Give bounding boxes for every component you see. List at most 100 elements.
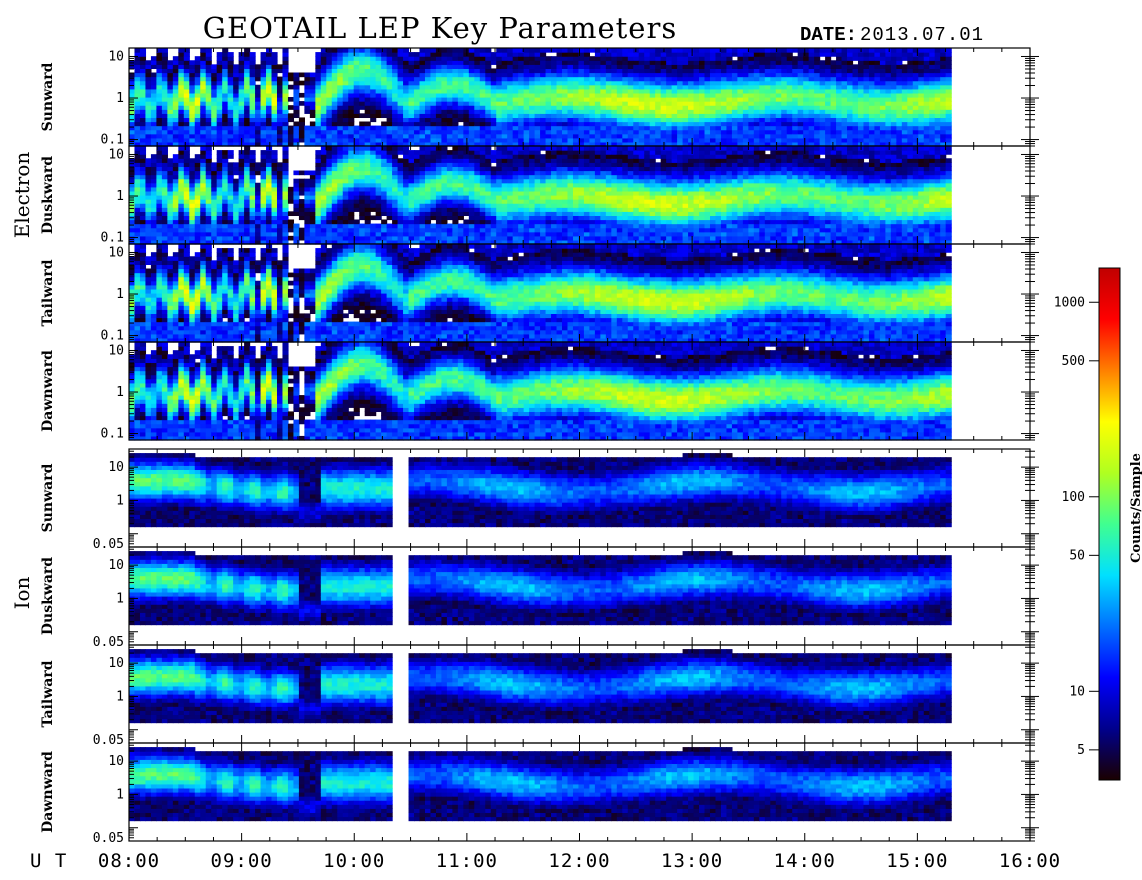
heatmap-cell bbox=[397, 199, 404, 204]
heatmap-cell bbox=[446, 174, 453, 180]
heatmap-cell bbox=[370, 178, 377, 184]
heatmap-cell bbox=[715, 105, 722, 110]
heatmap-cell bbox=[156, 137, 163, 143]
heatmap-cell bbox=[249, 154, 256, 159]
heatmap-cell bbox=[945, 92, 952, 98]
heatmap-cell bbox=[589, 101, 596, 106]
heatmap-cell bbox=[194, 129, 201, 135]
heatmap-cell bbox=[638, 117, 645, 123]
heatmap-cell bbox=[666, 92, 673, 98]
heatmap-cell bbox=[183, 72, 190, 78]
heatmap-cell bbox=[633, 92, 640, 98]
heatmap-cell bbox=[200, 182, 207, 188]
heatmap-cell bbox=[222, 207, 229, 212]
heatmap-cell bbox=[293, 109, 300, 114]
heatmap-cell bbox=[337, 68, 344, 74]
heatmap-cell bbox=[161, 84, 168, 90]
heatmap-cell bbox=[326, 195, 333, 200]
heatmap-cell bbox=[715, 101, 722, 106]
heatmap-cell bbox=[139, 154, 147, 159]
heatmap-cell bbox=[139, 235, 147, 241]
heatmap-cell bbox=[770, 64, 777, 70]
heatmap-cell bbox=[211, 84, 218, 90]
heatmap-cell bbox=[183, 162, 190, 168]
heatmap-cell bbox=[183, 195, 190, 200]
heatmap-cell bbox=[249, 182, 256, 188]
heatmap-cell bbox=[868, 137, 876, 143]
heatmap-cell bbox=[227, 80, 234, 86]
heatmap-cell bbox=[731, 105, 738, 110]
heatmap-cell bbox=[397, 80, 404, 86]
heatmap-cell bbox=[381, 97, 388, 102]
heatmap-cell bbox=[156, 154, 163, 159]
heatmap-cell bbox=[331, 223, 338, 229]
heatmap-cell bbox=[419, 52, 426, 57]
heatmap-cell bbox=[386, 72, 393, 78]
heatmap-cell bbox=[392, 125, 399, 131]
heatmap-cell bbox=[227, 227, 234, 233]
heatmap-cell bbox=[386, 146, 393, 151]
heatmap-cell bbox=[364, 199, 371, 204]
heatmap-cell bbox=[781, 141, 788, 147]
heatmap-cell bbox=[167, 170, 174, 176]
heatmap-cell bbox=[178, 239, 185, 245]
heatmap-cell bbox=[276, 137, 284, 143]
heatmap-cell bbox=[534, 105, 541, 110]
heatmap-cell bbox=[600, 80, 607, 86]
heatmap-cell bbox=[298, 121, 305, 127]
heatmap-cell bbox=[134, 219, 141, 225]
heatmap-cell bbox=[885, 56, 892, 61]
heatmap-cell bbox=[331, 166, 338, 172]
heatmap-cell bbox=[392, 105, 399, 110]
heatmap-cell bbox=[879, 113, 886, 119]
heatmap-cell bbox=[172, 68, 179, 74]
heatmap-cell bbox=[386, 56, 393, 61]
heatmap-cell bbox=[178, 76, 185, 82]
heatmap-cell bbox=[205, 170, 212, 176]
heatmap-cell bbox=[688, 72, 695, 78]
heatmap-cell bbox=[819, 64, 826, 70]
heatmap-cell bbox=[940, 88, 947, 94]
heatmap-cell bbox=[468, 129, 475, 135]
heatmap-cell bbox=[227, 84, 234, 90]
heatmap-cell bbox=[934, 105, 941, 110]
heatmap-cell bbox=[600, 68, 607, 74]
heatmap-cell bbox=[699, 60, 706, 65]
heatmap-cell bbox=[868, 101, 876, 106]
heatmap-cell bbox=[244, 154, 251, 159]
heatmap-cell bbox=[545, 117, 552, 123]
heatmap-cell bbox=[216, 195, 223, 200]
heatmap-cell bbox=[704, 109, 711, 114]
heatmap-cell bbox=[331, 195, 338, 200]
heatmap-cell bbox=[529, 64, 536, 70]
heatmap-cell bbox=[589, 137, 596, 143]
heatmap-cell bbox=[474, 129, 481, 135]
heatmap-cell bbox=[424, 117, 432, 123]
heatmap-cell bbox=[249, 80, 256, 86]
heatmap-cell bbox=[748, 141, 755, 147]
heatmap-cell bbox=[293, 211, 300, 217]
heatmap-cell bbox=[386, 133, 393, 139]
heatmap-cell bbox=[759, 88, 766, 94]
heatmap-cell bbox=[677, 56, 684, 61]
heatmap-cell bbox=[709, 125, 717, 131]
heatmap-cell bbox=[266, 190, 273, 196]
heatmap-cell bbox=[534, 60, 541, 65]
heatmap-cell bbox=[227, 166, 234, 172]
heatmap-cell bbox=[496, 129, 503, 135]
heatmap-cell bbox=[342, 129, 349, 135]
heatmap-cell bbox=[649, 52, 656, 57]
heatmap-cell bbox=[819, 92, 826, 98]
heatmap-cell bbox=[424, 162, 432, 168]
heatmap-cell bbox=[364, 141, 371, 147]
heatmap-cell bbox=[655, 137, 662, 143]
heatmap-cell bbox=[852, 56, 859, 61]
heatmap-cell bbox=[359, 150, 366, 155]
heatmap-cell bbox=[742, 64, 749, 70]
heatmap-cell bbox=[490, 125, 497, 131]
heatmap-cell bbox=[150, 72, 157, 78]
heatmap-cell bbox=[940, 80, 947, 86]
heatmap-cell bbox=[874, 60, 881, 65]
heatmap-cell bbox=[551, 97, 558, 102]
heatmap-cell bbox=[222, 199, 229, 204]
